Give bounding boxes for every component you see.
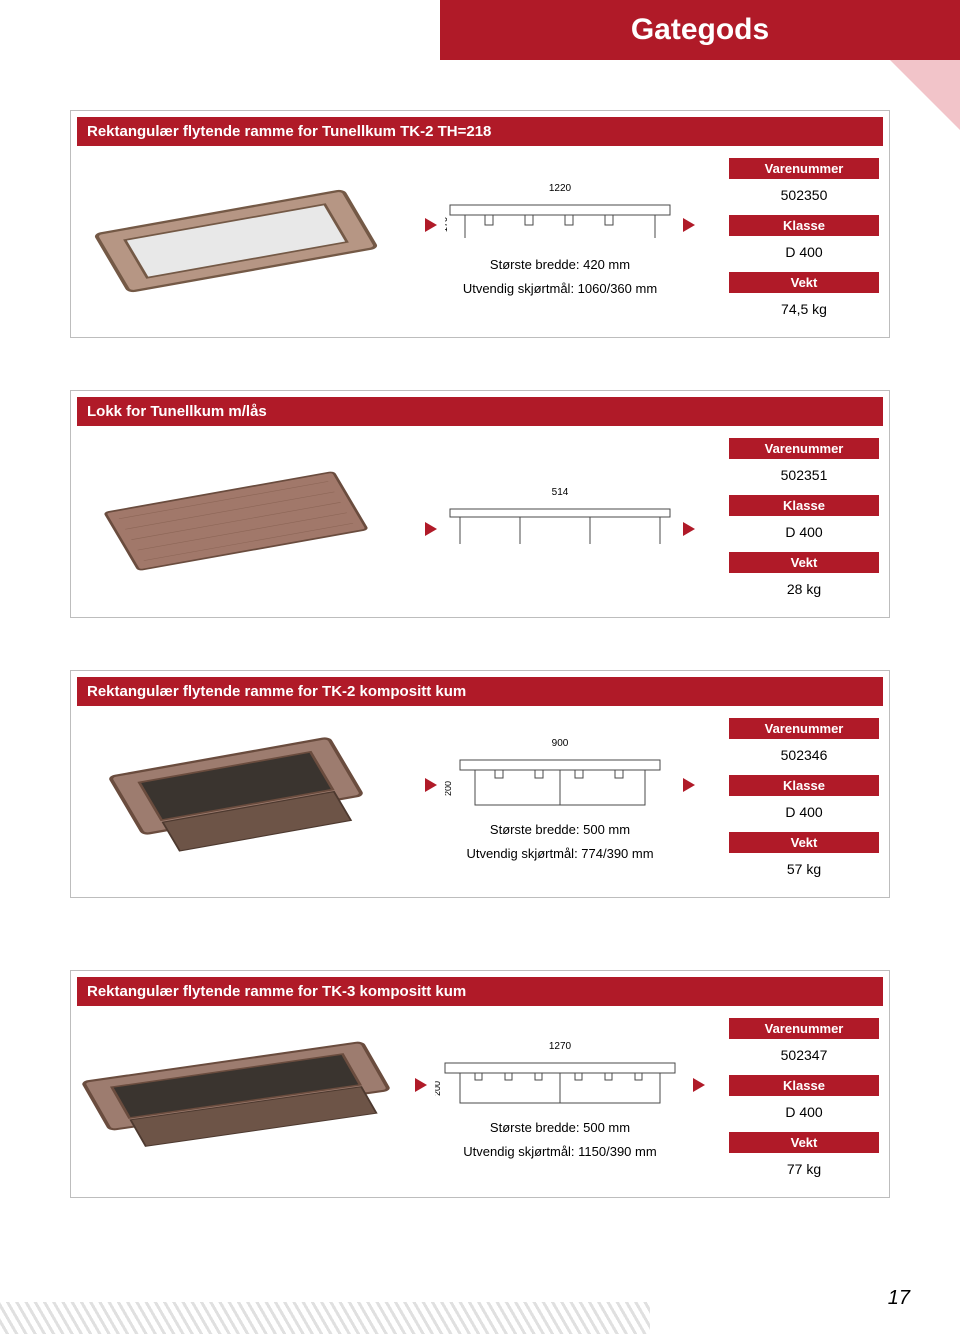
- product-card: Rektangulær flytende ramme for TK-2 komp…: [70, 670, 890, 898]
- header-corner-decoration: [890, 60, 960, 130]
- schematic-width-label: 514: [552, 487, 569, 498]
- klasse-label: Klasse: [729, 1075, 879, 1096]
- product-title: Rektangulær flytende ramme for Tunellkum…: [77, 117, 883, 146]
- spec-line: Største bredde: 500 mm: [490, 821, 630, 839]
- pointer-icon: [415, 1078, 427, 1092]
- varenummer-value: 502350: [729, 185, 879, 209]
- pointer-icon: [425, 522, 437, 536]
- schematic-height-label: 170: [445, 217, 449, 232]
- long-deep-frame-icon: [81, 1026, 391, 1176]
- page-number: 17: [888, 1287, 910, 1310]
- solid-plate-icon: [86, 456, 386, 586]
- schematic-height-label: 200: [445, 781, 453, 796]
- spec-line: Utvendig skjørtmål: 774/390 mm: [466, 845, 653, 863]
- product-title: Rektangulær flytende ramme for TK-3 komp…: [77, 977, 883, 1006]
- vekt-value: 57 kg: [729, 859, 879, 883]
- varenummer-value: 502346: [729, 745, 879, 769]
- product-card: Lokk for Tunellkum m/lås: [70, 390, 890, 618]
- varenummer-label: Varenummer: [729, 1018, 879, 1039]
- schematic-drawing: 200: [435, 1058, 685, 1113]
- info-panel: Varenummer 502346 Klasse D 400 Vekt 57 k…: [729, 718, 879, 883]
- open-frame-icon: [86, 176, 386, 306]
- pointer-icon: [683, 218, 695, 232]
- pointer-icon: [425, 218, 437, 232]
- spec-line: Utvendig skjørtmål: 1150/390 mm: [463, 1143, 656, 1161]
- schematic-width-label: 900: [552, 738, 569, 749]
- schematic-width-label: 1270: [549, 1041, 571, 1052]
- page-header-title: Gategods: [631, 13, 769, 47]
- vekt-label: Vekt: [729, 1132, 879, 1153]
- varenummer-label: Varenummer: [729, 158, 879, 179]
- klasse-label: Klasse: [729, 775, 879, 796]
- product-image: [81, 1036, 391, 1166]
- klasse-label: Klasse: [729, 215, 879, 236]
- vekt-label: Vekt: [729, 832, 879, 853]
- klasse-value: D 400: [729, 522, 879, 546]
- product-card: Rektangulær flytende ramme for TK-3 komp…: [70, 970, 890, 1198]
- info-panel: Varenummer 502350 Klasse D 400 Vekt 74,5…: [729, 158, 879, 323]
- schematic-drawing: 200: [445, 755, 675, 815]
- info-panel: Varenummer 502347 Klasse D 400 Vekt 77 k…: [729, 1018, 879, 1183]
- schematic-height-label: 200: [435, 1081, 442, 1096]
- pointer-icon: [693, 1078, 705, 1092]
- klasse-value: D 400: [729, 1102, 879, 1126]
- pointer-icon: [425, 778, 437, 792]
- product-card: Rektangulær flytende ramme for Tunellkum…: [70, 110, 890, 338]
- vekt-value: 77 kg: [729, 1159, 879, 1183]
- deep-frame-icon: [86, 726, 386, 876]
- product-image: [81, 736, 391, 866]
- varenummer-label: Varenummer: [729, 718, 879, 739]
- spec-line: Største bredde: 500 mm: [490, 1119, 630, 1137]
- vekt-label: Vekt: [729, 272, 879, 293]
- vekt-value: 28 kg: [729, 579, 879, 603]
- vekt-label: Vekt: [729, 552, 879, 573]
- pointer-icon: [683, 522, 695, 536]
- product-image: [81, 176, 391, 306]
- klasse-value: D 400: [729, 802, 879, 826]
- vekt-value: 74,5 kg: [729, 299, 879, 323]
- product-title: Rektangulær flytende ramme for TK-2 komp…: [77, 677, 883, 706]
- product-title: Lokk for Tunellkum m/lås: [77, 397, 883, 426]
- varenummer-value: 502351: [729, 465, 879, 489]
- product-image: [81, 456, 391, 586]
- varenummer-value: 502347: [729, 1045, 879, 1069]
- schematic-width-label: 1220: [549, 183, 571, 194]
- spec-line: Utvendig skjørtmål: 1060/360 mm: [463, 280, 657, 298]
- page-header-banner: Gategods: [440, 0, 960, 60]
- klasse-label: Klasse: [729, 495, 879, 516]
- info-panel: Varenummer 502351 Klasse D 400 Vekt 28 k…: [729, 438, 879, 603]
- footer-hatch-decoration: [0, 1302, 650, 1334]
- klasse-value: D 400: [729, 242, 879, 266]
- pointer-icon: [683, 778, 695, 792]
- schematic-drawing: 170: [445, 200, 675, 250]
- spec-line: Største bredde: 420 mm: [490, 256, 630, 274]
- varenummer-label: Varenummer: [729, 438, 879, 459]
- schematic-drawing: [445, 504, 675, 554]
